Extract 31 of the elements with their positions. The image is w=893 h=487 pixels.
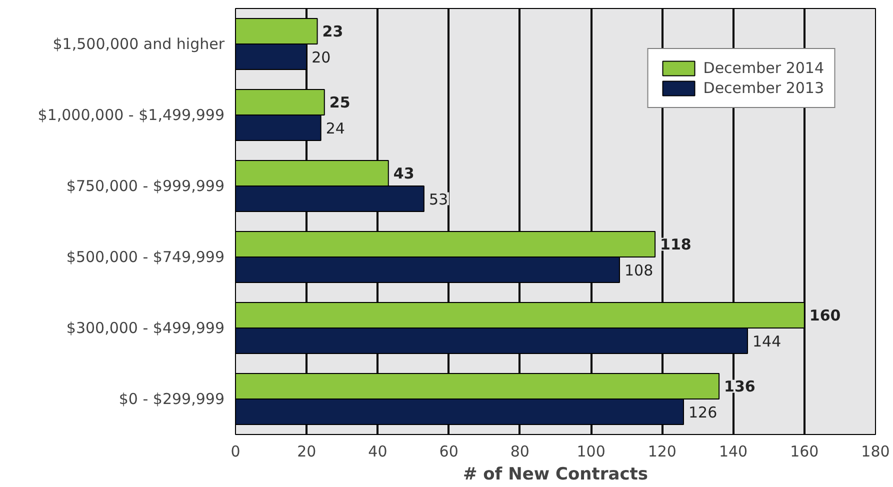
- legend-label: December 2014: [703, 59, 824, 77]
- y-tick-label: $1,500,000 and higher: [52, 35, 226, 53]
- legend-label: December 2013: [703, 79, 824, 97]
- y-tick-label: $1,000,000 - $1,499,999: [38, 106, 224, 124]
- x-tick-label: 140: [718, 442, 748, 460]
- x-tick-label: 20: [297, 442, 316, 460]
- x-tick-label: 100: [576, 442, 606, 460]
- data-label: 160: [809, 306, 841, 325]
- data-label: 23: [322, 22, 344, 41]
- y-tick-label: $300,000 - $499,999: [66, 319, 224, 337]
- y-tick-label: $0 - $299,999: [118, 390, 224, 408]
- data-label: 144: [752, 332, 782, 350]
- data-label: 24: [326, 119, 345, 138]
- data-label: 43: [393, 164, 414, 183]
- x-tick-label: 120: [648, 442, 676, 460]
- data-label: 25: [329, 94, 350, 112]
- x-tick-label: 0: [230, 442, 240, 460]
- x-tick-label: 40: [368, 442, 388, 460]
- data-label: 118: [660, 236, 692, 254]
- data-label: 20: [312, 48, 331, 66]
- x-tick-label: 60: [439, 442, 458, 460]
- data-label: 126: [688, 403, 718, 422]
- y-tick-label: $500,000 - $749,999: [66, 248, 224, 266]
- data-label: 53: [428, 190, 448, 208]
- data-label: 136: [724, 378, 756, 396]
- data-label: 108: [624, 261, 654, 280]
- x-tick-label: 80: [510, 442, 530, 460]
- y-tick-label: $750,000 - $999,999: [66, 177, 224, 195]
- x-tick-label: 180: [861, 442, 890, 460]
- x-tick-label: 160: [790, 442, 819, 460]
- x-axis-title: # of New Contracts: [462, 464, 648, 484]
